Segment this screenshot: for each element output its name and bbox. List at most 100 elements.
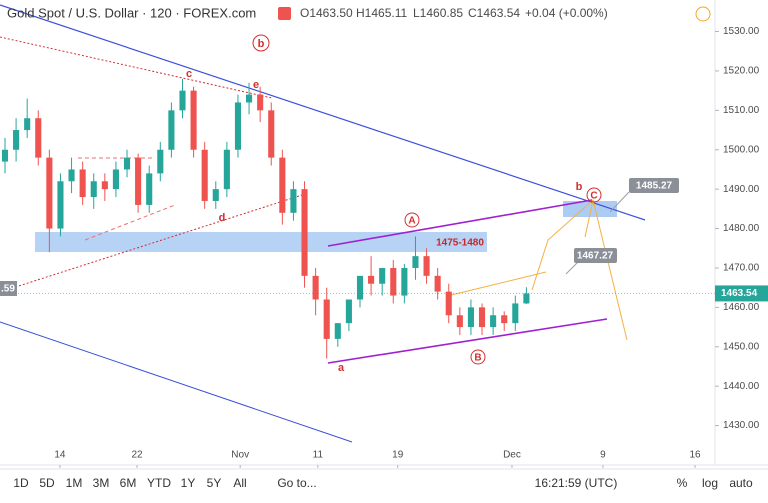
trendline (84, 204, 176, 241)
y-tick-label: 1460.00 (723, 302, 760, 313)
candle-body (345, 299, 352, 324)
candle-body (356, 275, 364, 300)
trendline (327, 199, 593, 247)
candle-body (423, 256, 430, 276)
x-tick-label: 14 (54, 450, 66, 461)
price-callout (0, 281, 17, 296)
wave-circle (404, 212, 420, 228)
axes: 1430.00 1440.00 1450.00 1460.00 1470.00 1480.… (0, 26, 768, 468)
candle-body (246, 94, 253, 103)
candle-body (24, 118, 31, 131)
candle-body (445, 291, 452, 316)
candles (1, 78, 530, 359)
candle-body (212, 189, 219, 201)
callout-label: .59 (1, 284, 15, 295)
y-tick-label: 1520.00 (723, 66, 760, 77)
projection (446, 271, 547, 297)
price-callout (574, 248, 617, 263)
wave-circle (586, 187, 602, 203)
last-price-box (715, 285, 768, 302)
wave-label: B (474, 353, 481, 364)
toolbar-button[interactable]: 1D (13, 476, 29, 490)
wave-label: A (408, 216, 415, 227)
candle-body (1, 149, 9, 162)
candle-body (290, 189, 297, 213)
wave-label: a (338, 362, 345, 374)
candle-body (523, 293, 530, 304)
last-price-label: 1463.54 (721, 288, 758, 299)
candle-body (79, 169, 86, 198)
candle-body (401, 267, 408, 296)
ohlc-low: L1460.85 (413, 6, 463, 20)
toolbar-button[interactable]: YTD (147, 476, 171, 490)
toolbar-button[interactable]: 1M (66, 476, 83, 490)
candle-body (467, 307, 474, 328)
toolbar-button[interactable]: 1Y (181, 476, 196, 490)
candle-body (46, 157, 53, 229)
header: Gold Spot / U.S. Dollar · 120 · FOREX.co… (7, 5, 711, 22)
candle-body (412, 256, 419, 268)
x-tick-label: Nov (231, 450, 249, 461)
toolbar-button[interactable]: % (677, 476, 688, 490)
zone-label: 1475-1480 (436, 238, 484, 249)
wave-circle (252, 34, 270, 52)
ohlc-change: +0.04 (+0.00%) (525, 6, 608, 20)
callout-label: 1485.27 (636, 181, 673, 192)
wave-circle (470, 349, 486, 365)
candle-body (312, 275, 319, 300)
wave-label: c (186, 68, 192, 80)
trendline (0, 36, 273, 99)
symbol: Gold Spot / U.S. Dollar · 120 · FOREX.co… (7, 5, 256, 20)
flag-icon (278, 7, 291, 20)
candle-body (368, 275, 375, 284)
x-tick-label: 16 (689, 450, 701, 461)
toolbar-button[interactable]: 5Y (207, 476, 222, 490)
candle-body (323, 299, 330, 339)
trendline (0, 194, 303, 293)
candle-body (179, 90, 186, 111)
projection (584, 199, 594, 238)
ohlc-close: C1463.54 (468, 6, 520, 20)
candle-body (234, 102, 242, 150)
candle-body (379, 267, 386, 284)
toolbar-button[interactable]: 16:21:59 (UTC) (535, 476, 618, 490)
y-tick-label: 1430.00 (723, 420, 760, 431)
x-tick-label: Dec (503, 450, 521, 461)
toolbar-button[interactable]: 5D (39, 476, 55, 490)
toolbar: 1D 5D 1M 3M 6M YTD 1Y 5Y All Go to... 16:21:59 (UT… (0, 468, 768, 490)
annotations: b c e d A 1475-1480 a B b C 1485.27 1467… (1, 38, 673, 374)
candle-body (456, 315, 463, 328)
drawings (0, 4, 679, 443)
candle-body (268, 110, 275, 158)
toolbar-button[interactable]: All (233, 476, 246, 490)
candle-body (279, 157, 286, 213)
wave-label: C (590, 191, 597, 202)
candle-body (257, 94, 264, 111)
toolbar-button[interactable]: auto (729, 476, 753, 490)
toolbar-button[interactable]: Go to... (277, 476, 316, 490)
candle-body (301, 189, 308, 276)
candle-body (57, 181, 64, 229)
x-tick-label: 19 (392, 450, 404, 461)
candle-body (334, 323, 341, 339)
callout-line (609, 191, 630, 213)
candle-body (201, 149, 208, 201)
toolbar-button[interactable]: 3M (93, 476, 110, 490)
trendline (0, 4, 646, 221)
candle-body (490, 315, 497, 328)
candle-body (90, 181, 97, 198)
alert-icon (695, 6, 711, 22)
x-tick-label: 22 (131, 450, 143, 461)
candle-body (390, 267, 397, 296)
callout-line (565, 261, 579, 275)
candle-body (146, 173, 153, 205)
toolbar-button[interactable]: 6M (120, 476, 137, 490)
candle-body (112, 169, 119, 190)
y-tick-label: 1470.00 (723, 263, 760, 274)
wave-label: e (253, 79, 259, 91)
candle-body (501, 315, 508, 324)
toolbar-button[interactable]: log (702, 476, 718, 490)
candle-body (512, 303, 519, 324)
x-tick-label: 11 (313, 450, 324, 461)
